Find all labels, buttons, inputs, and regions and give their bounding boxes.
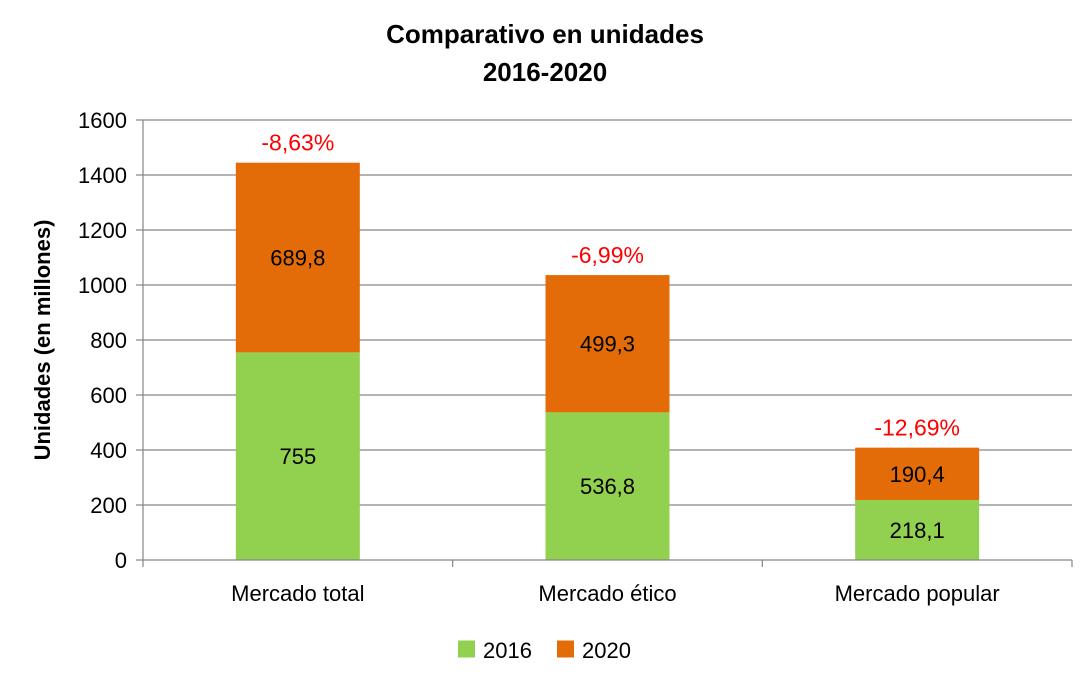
- legend-swatch-2016: [458, 640, 475, 658]
- y-tick-label: 800: [90, 328, 127, 353]
- bar-2020-2: [545, 275, 670, 413]
- y-tick-label: 1400: [78, 163, 127, 188]
- change-percent-label: -8,63%: [261, 130, 334, 156]
- change-percent-label: -12,69%: [874, 415, 960, 441]
- legend-label: 2020: [582, 638, 631, 663]
- data-labels: 755 689,8 -8,63% 536,8 499,3 -6,99% 218,1 190,4…: [261, 130, 960, 543]
- data-label: 536,8: [580, 474, 635, 499]
- data-label: 499,3: [580, 332, 635, 357]
- bar-2020-1: [235, 162, 360, 353]
- y-tick-label: 200: [90, 493, 127, 518]
- bar-2016-1: [235, 352, 360, 560]
- x-tick-label: Mercado popular: [835, 581, 1000, 606]
- y-tick-label: 0: [115, 548, 127, 573]
- chart-title-line-1: Comparativo en unidades: [386, 19, 704, 49]
- chart-title-line-2: 2016-2020: [483, 57, 607, 87]
- bar-2020-3: [855, 447, 980, 501]
- legend-swatch-2020: [557, 640, 574, 658]
- y-tick-label: 400: [90, 438, 127, 463]
- data-label: 218,1: [890, 518, 945, 543]
- axes: 0 200 400 600 800 1000 1200 1400 1600 Mercado tot…: [78, 108, 1073, 606]
- x-tick-label: Mercado ético: [538, 581, 676, 606]
- change-percent-label: -6,99%: [571, 242, 644, 268]
- data-label: 755: [279, 444, 316, 469]
- legend-label: 2016: [483, 638, 532, 663]
- y-tick-label: 600: [90, 383, 127, 408]
- data-label: 689,8: [270, 246, 325, 271]
- y-axis-label: Unidades (en millones): [30, 220, 55, 461]
- y-tick-label: 1200: [78, 218, 127, 243]
- bar-2016-2: [545, 412, 670, 560]
- legend: 2016 2020: [458, 638, 631, 663]
- x-tick-label: Mercado total: [231, 581, 364, 606]
- bars: [235, 162, 980, 560]
- y-tick-label: 1000: [78, 273, 127, 298]
- data-label: 190,4: [890, 462, 945, 487]
- bar-2016-3: [855, 500, 980, 560]
- y-tick-label: 1600: [78, 108, 127, 133]
